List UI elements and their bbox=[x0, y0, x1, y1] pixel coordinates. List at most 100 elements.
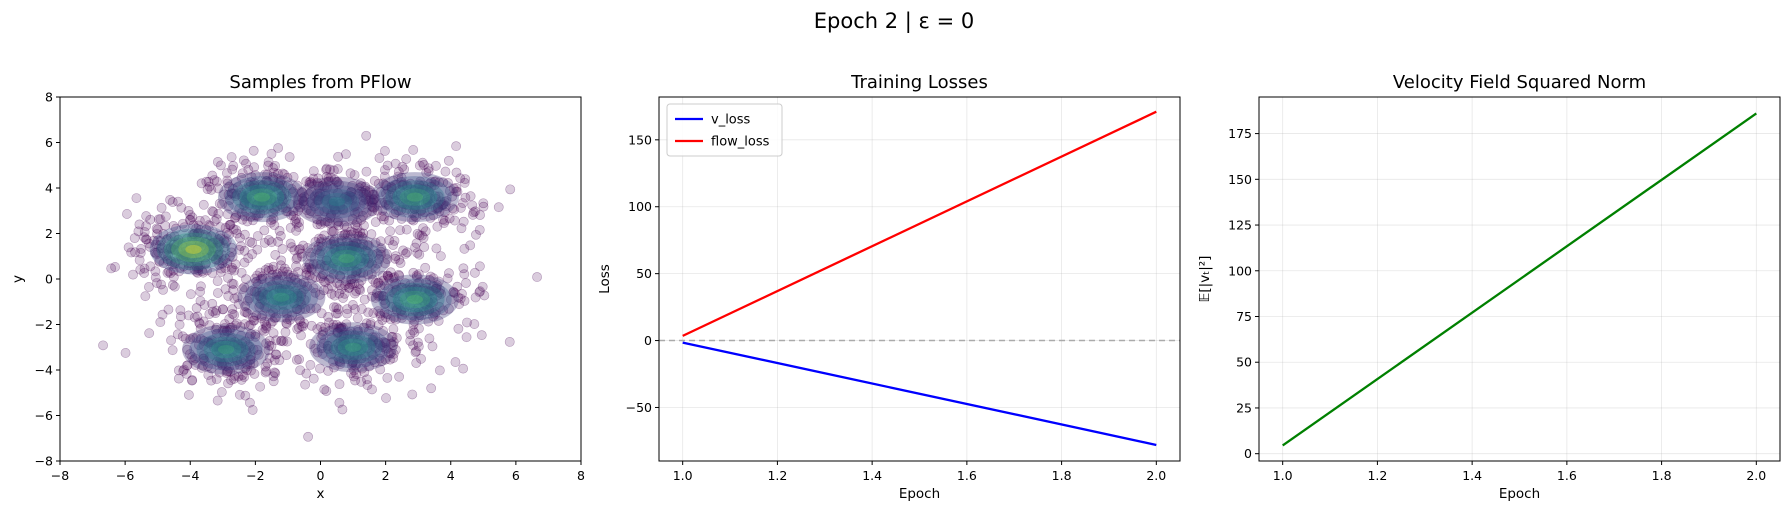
scatter-point bbox=[219, 329, 230, 340]
scatter-point bbox=[349, 170, 360, 180]
scatter-point bbox=[161, 211, 171, 222]
scatter-point bbox=[373, 337, 384, 348]
scatter-point bbox=[223, 366, 233, 377]
scatter-point bbox=[189, 229, 200, 239]
x-tick-label: 2 bbox=[382, 468, 390, 483]
scatter-point bbox=[176, 202, 187, 213]
y-tick-label: 25 bbox=[1236, 400, 1252, 415]
scatter-point bbox=[307, 198, 318, 209]
scatter-point bbox=[354, 284, 365, 295]
density-blob bbox=[185, 244, 202, 254]
scatter-point bbox=[131, 193, 142, 203]
scatter-point bbox=[273, 236, 283, 247]
scatter-point bbox=[325, 164, 335, 175]
scatter-point bbox=[215, 240, 225, 250]
scatter-point bbox=[351, 286, 362, 297]
scatter-point bbox=[231, 177, 242, 188]
scatter-point bbox=[244, 341, 255, 352]
scatter-point bbox=[237, 338, 248, 349]
scatter-point bbox=[248, 145, 259, 156]
scatter-point bbox=[308, 373, 319, 384]
scatter-point bbox=[198, 199, 209, 210]
scatter-point bbox=[236, 341, 247, 352]
scatter-point bbox=[301, 176, 312, 187]
scatter-point bbox=[261, 338, 272, 349]
scatter-point bbox=[230, 259, 241, 270]
scatter-point bbox=[423, 195, 433, 205]
scatter-point bbox=[232, 292, 243, 303]
scatter-point bbox=[228, 161, 239, 171]
scatter-point bbox=[368, 194, 379, 205]
scatter-point bbox=[468, 207, 479, 218]
scatter-point bbox=[372, 205, 383, 216]
scatter-point bbox=[332, 164, 343, 174]
scatter-point bbox=[106, 263, 117, 274]
x-tick-label: 0 bbox=[317, 468, 325, 483]
x-tick-label: 6 bbox=[512, 468, 520, 483]
scatter-point bbox=[249, 368, 260, 379]
scatter-point bbox=[348, 237, 359, 248]
scatter-point bbox=[405, 335, 416, 346]
scatter-point bbox=[285, 222, 296, 233]
scatter-point bbox=[149, 247, 160, 258]
figure-suptitle: Epoch 2 | ε = 0 bbox=[814, 9, 974, 34]
scatter-point bbox=[211, 305, 222, 316]
scatter-point bbox=[379, 295, 389, 305]
scatter-point bbox=[194, 317, 205, 328]
scatter-point bbox=[348, 357, 358, 368]
scatter-point bbox=[179, 364, 189, 375]
scatter-point bbox=[227, 164, 238, 175]
scatter-point bbox=[241, 158, 251, 169]
x-tick-label: −6 bbox=[116, 468, 134, 483]
scatter-point bbox=[252, 244, 263, 255]
scatter-point bbox=[297, 251, 307, 262]
scatter-point bbox=[261, 366, 272, 376]
scatter-point bbox=[299, 294, 310, 305]
scatter-point bbox=[346, 226, 357, 237]
scatter-point bbox=[334, 379, 345, 390]
scatter-point bbox=[211, 346, 222, 357]
scatter-point bbox=[268, 307, 279, 318]
scatter-point bbox=[451, 186, 462, 197]
scatter-point bbox=[339, 333, 350, 344]
scatter-point bbox=[126, 247, 137, 258]
scatter-point bbox=[204, 309, 215, 319]
scatter-point bbox=[367, 259, 377, 270]
scatter-point bbox=[264, 200, 275, 211]
scatter-point bbox=[239, 211, 250, 222]
scatter-point bbox=[333, 179, 344, 190]
scatter-point bbox=[154, 257, 165, 267]
scatter-point bbox=[380, 354, 391, 365]
scatter-point bbox=[221, 338, 232, 349]
scatter-point bbox=[177, 331, 188, 342]
scatter-point bbox=[227, 252, 238, 262]
scatter-point bbox=[235, 322, 246, 332]
scatter-point bbox=[175, 305, 186, 316]
scatter-point bbox=[476, 330, 487, 341]
scatter-point bbox=[242, 340, 253, 351]
scatter-point bbox=[296, 288, 307, 299]
scatter-point bbox=[219, 339, 230, 350]
scatter-point bbox=[189, 264, 200, 275]
scatter-point bbox=[145, 214, 156, 225]
x-tick-label: 4 bbox=[447, 468, 455, 483]
scatter-point bbox=[195, 237, 206, 247]
scatter-point bbox=[219, 326, 229, 336]
scatter-point bbox=[298, 199, 309, 210]
scatter-point bbox=[237, 214, 248, 225]
scatter-point bbox=[314, 263, 325, 274]
scatter-point bbox=[402, 247, 413, 258]
scatter-point bbox=[161, 234, 172, 245]
scatter-point bbox=[203, 176, 214, 187]
scatter-point bbox=[172, 239, 182, 250]
scatter-point bbox=[167, 244, 178, 255]
scatter-point bbox=[375, 364, 386, 375]
scatter-point bbox=[244, 331, 255, 342]
scatter-point bbox=[281, 295, 292, 305]
scatter-point bbox=[373, 291, 384, 302]
scatter-point bbox=[163, 250, 173, 261]
scatter-point bbox=[161, 251, 172, 262]
scatter-point bbox=[232, 355, 242, 365]
scatter-point bbox=[240, 363, 251, 374]
